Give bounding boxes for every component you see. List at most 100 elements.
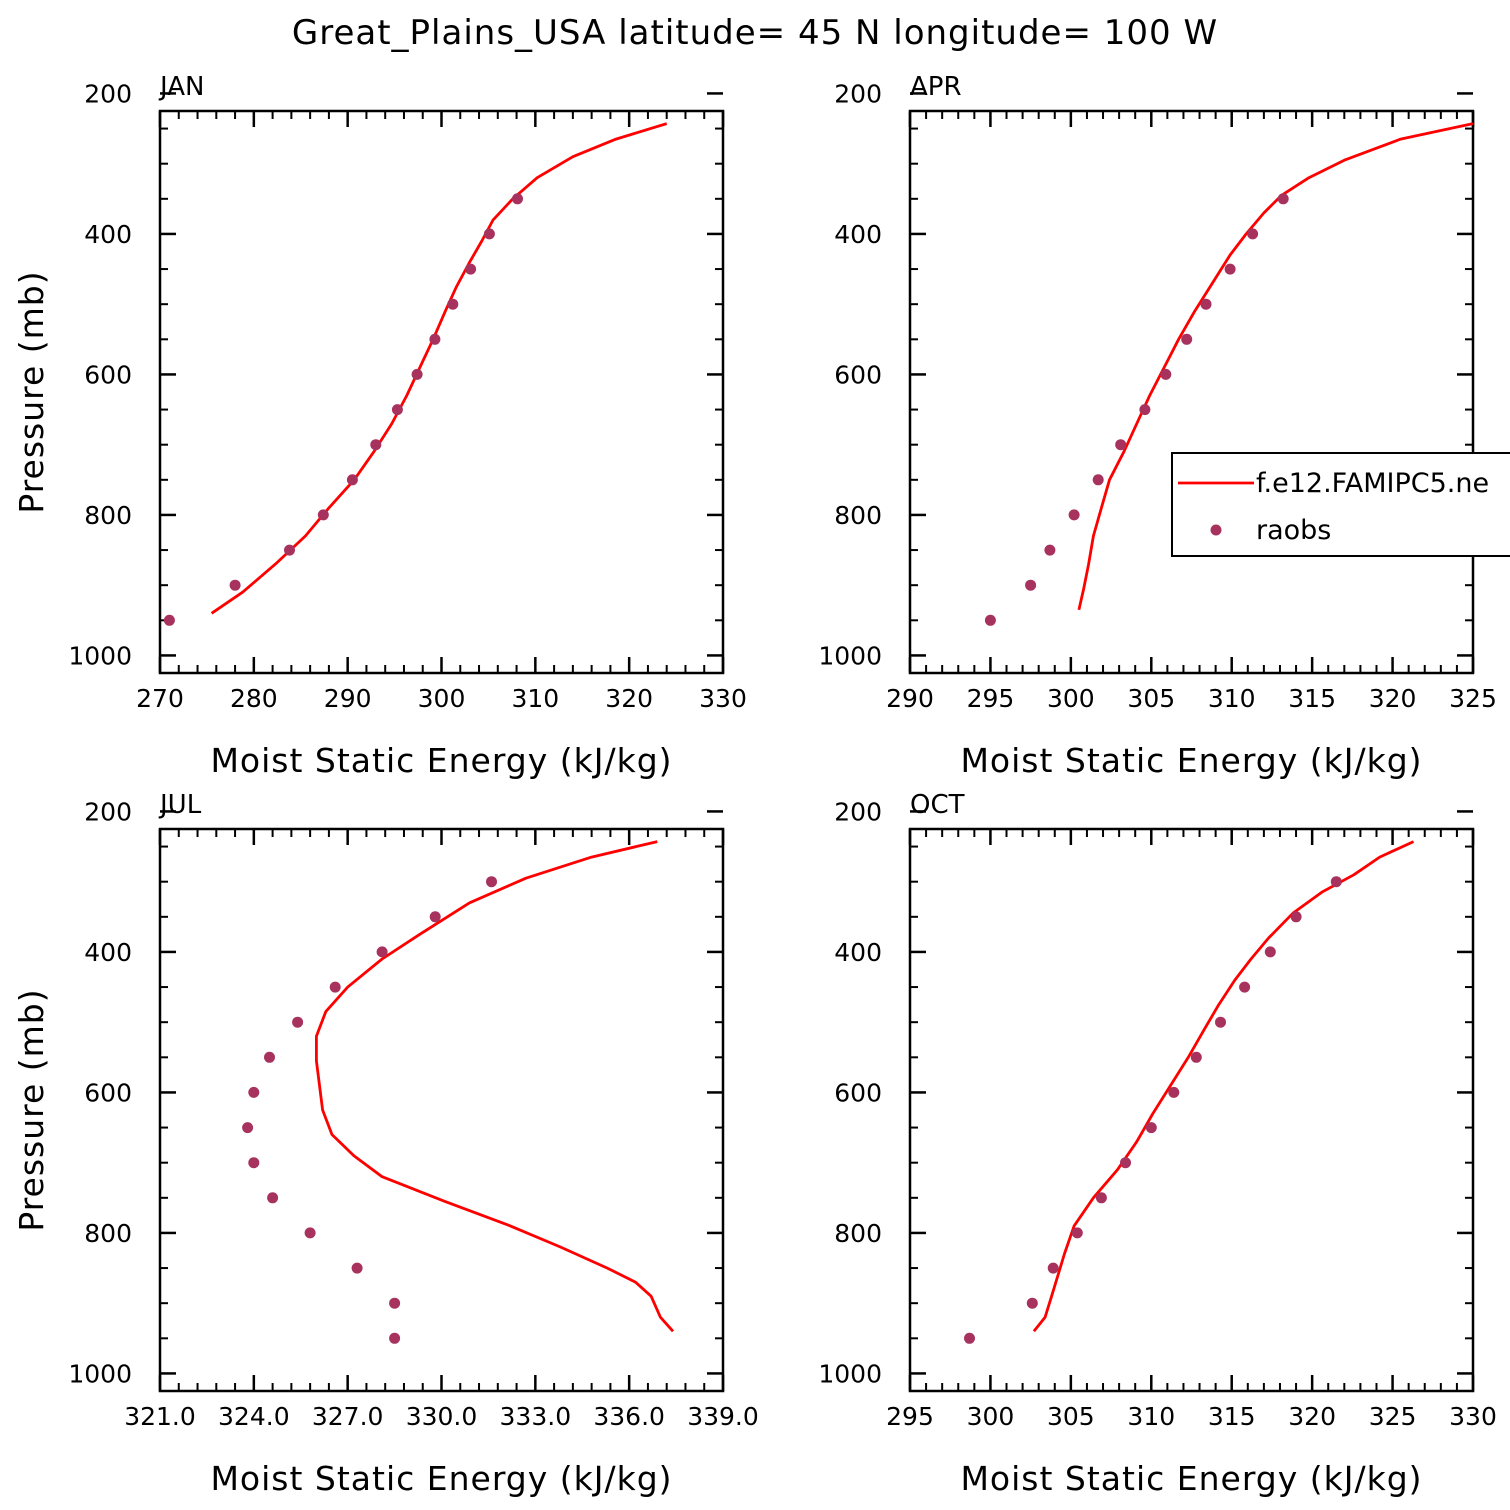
- x-tick-label: 300: [967, 1402, 1015, 1431]
- raobs-point: [1047, 1262, 1059, 1274]
- raobs-point: [447, 298, 459, 310]
- raobs-point: [429, 911, 441, 923]
- raobs-point: [284, 544, 295, 556]
- x-tick-label: 327.0: [312, 1402, 384, 1431]
- x-tick-label: 305: [1127, 684, 1175, 713]
- raobs-point: [1181, 333, 1193, 345]
- y-tick-label: 1000: [818, 641, 882, 670]
- y-tick-label: 800: [834, 501, 882, 530]
- y-tick-label: 400: [84, 220, 132, 249]
- y-tick-label: 600: [834, 360, 882, 389]
- x-tick-label: 290: [886, 684, 934, 713]
- y-axis-label: Pressure (mb): [12, 988, 51, 1231]
- x-tick-label: 270: [136, 684, 184, 713]
- raobs-point: [248, 1086, 260, 1098]
- raobs-point: [483, 228, 495, 240]
- raobs-point: [1277, 193, 1289, 205]
- x-tick-label: 315: [1208, 1402, 1256, 1431]
- x-tick-label: 315: [1288, 684, 1336, 713]
- raobs-point: [329, 981, 341, 993]
- x-axis-label: Moist Static Energy (kJ/kg): [960, 1459, 1422, 1498]
- raobs-point: [429, 333, 441, 345]
- panel-title-oct: OCT: [910, 790, 965, 820]
- x-tick-label: 320: [1369, 684, 1417, 713]
- raobs-point: [1290, 911, 1302, 923]
- y-tick-label: 200: [84, 797, 132, 826]
- raobs-point: [1330, 876, 1342, 888]
- x-axis-label: Moist Static Energy (kJ/kg): [210, 741, 672, 780]
- panels: 270 280 290 300 310 320 330 200 400 600 800 1000 JAN…: [12, 72, 1510, 1498]
- x-tick-label: 280: [230, 684, 278, 713]
- plot-frame-oct: [908, 827, 1475, 1393]
- x-axis-label: Moist Static Energy (kJ/kg): [960, 741, 1422, 780]
- raobs-point: [391, 404, 403, 416]
- x-tick-label: 321.0: [124, 1402, 196, 1431]
- panel-jan: 270 280 290 300 310 320 330 200 400 600 800 1000 JAN…: [12, 72, 747, 780]
- y-tick-label: 400: [84, 938, 132, 967]
- y-tick-label: 600: [834, 1078, 882, 1107]
- raobs-point: [465, 263, 477, 275]
- plot-frame-apr: [908, 109, 1475, 675]
- x-tick-label: 336.0: [593, 1402, 665, 1431]
- raobs-point: [964, 1332, 975, 1344]
- x-tick-label: 290: [324, 684, 372, 713]
- x-tick-label: 330: [699, 684, 747, 713]
- panel-title-apr: APR: [910, 72, 962, 102]
- raobs-point: [1025, 579, 1037, 591]
- y-axis-label: Pressure (mb): [12, 270, 51, 513]
- raobs-point: [370, 439, 382, 451]
- x-tick-label: 330: [1449, 1402, 1497, 1431]
- raobs-point: [1139, 404, 1151, 416]
- raobs-point: [1095, 1192, 1107, 1204]
- raobs-point: [1190, 1051, 1202, 1063]
- x-tick-label: 320: [1288, 1402, 1336, 1431]
- raobs-point: [1145, 1122, 1157, 1134]
- raobs-point: [1200, 298, 1212, 310]
- plot-frame-jul: [158, 827, 725, 1393]
- raobs-point: [229, 579, 241, 591]
- x-tick-label: 295: [886, 1402, 934, 1431]
- legend-label: f.e12.FAMIPC5.ne: [1256, 468, 1489, 499]
- x-tick-label: 300: [418, 684, 466, 713]
- legend-box: [1171, 452, 1510, 557]
- panel-title-jul: JUL: [158, 790, 202, 820]
- plot-frame-jan: [158, 109, 725, 675]
- legend-label: raobs: [1256, 515, 1331, 546]
- raobs-point: [346, 474, 358, 486]
- x-tick-label: 333.0: [500, 1402, 572, 1431]
- raobs-point: [351, 1262, 363, 1274]
- raobs-point: [1247, 228, 1259, 240]
- model-line-jul: [315, 840, 675, 1333]
- raobs-point: [1026, 1297, 1038, 1309]
- raobs-point: [1071, 1227, 1083, 1239]
- y-tick-label: 1000: [68, 1359, 132, 1388]
- x-tick-label: 305: [1047, 1402, 1095, 1431]
- y-tick-label: 200: [834, 797, 882, 826]
- raobs-point: [411, 368, 423, 380]
- raobs-point: [1264, 946, 1276, 958]
- x-tick-label: 339.0: [687, 1402, 759, 1431]
- raobs-point: [1092, 474, 1104, 486]
- y-tick-label: 600: [84, 1078, 132, 1107]
- raobs-point: [267, 1192, 279, 1204]
- raobs-point: [292, 1016, 304, 1028]
- raobs-point: [1120, 1157, 1131, 1169]
- raobs-point: [1115, 439, 1127, 451]
- raobs-point: [242, 1122, 254, 1134]
- raobs-point: [1224, 263, 1236, 275]
- panel-oct: 295 300 305 310 315 320 325 330 200 400 600 800 1000…: [818, 790, 1496, 1498]
- x-tick-label: 310: [1127, 1402, 1175, 1431]
- raobs-point: [1044, 544, 1056, 556]
- raobs-point: [1215, 1016, 1226, 1028]
- model-line-apr: [1077, 122, 1474, 611]
- y-tick-label: 800: [84, 1219, 132, 1248]
- y-tick-label: 400: [834, 938, 882, 967]
- y-tick-label: 200: [84, 79, 132, 108]
- raobs-point: [1168, 1086, 1180, 1098]
- raobs-point: [376, 946, 388, 958]
- raobs-point: [1239, 981, 1251, 993]
- raobs-point: [248, 1157, 260, 1169]
- raobs-point: [317, 509, 329, 521]
- x-tick-label: 330.0: [406, 1402, 478, 1431]
- panel-title-jan: JAN: [158, 72, 204, 102]
